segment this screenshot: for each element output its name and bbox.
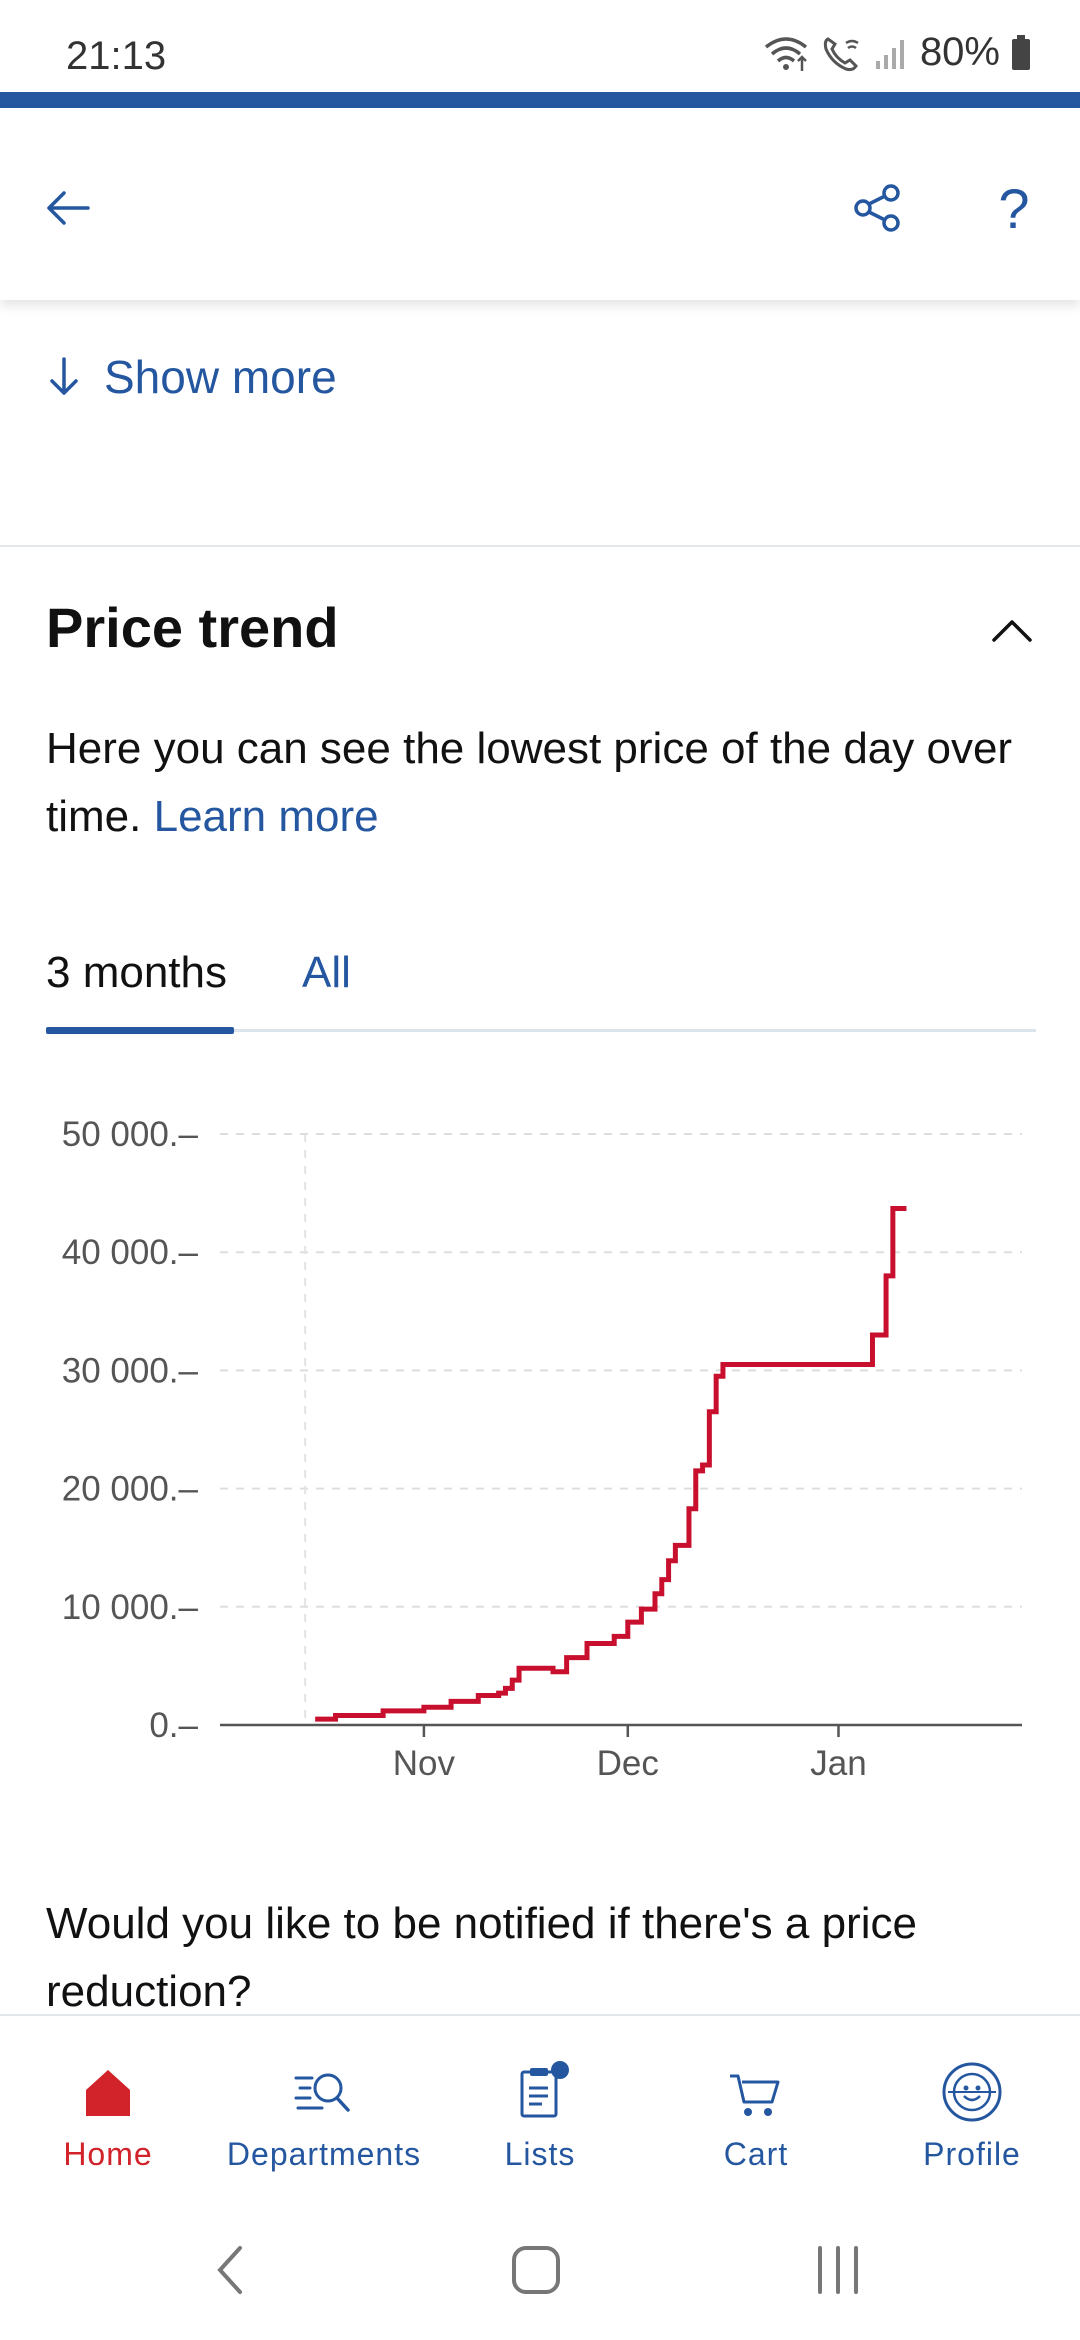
- tab-all[interactable]: All: [302, 948, 351, 997]
- nav-profile-label: Profile: [923, 2136, 1021, 2172]
- back-button[interactable]: [38, 178, 98, 238]
- show-more-button[interactable]: Show more: [46, 350, 337, 404]
- price-alert-prompt: Would you like to be notified if there's…: [46, 1899, 917, 2016]
- top-app-bar: ?: [0, 108, 1080, 300]
- nav-cart-label: Cart: [723, 2136, 789, 2172]
- nav-lists[interactable]: Lists: [432, 2016, 648, 2196]
- battery-percentage: 80%: [919, 30, 1000, 74]
- tab-3-months[interactable]: 3 months: [46, 948, 227, 997]
- arrow-left-icon: [47, 191, 90, 225]
- wifi-call-icon: [823, 36, 859, 71]
- price-trend-chart: 0.– 10 000.– 20 000.– 30 000.– 40 000.– 50 00…: [62, 1115, 1022, 1783]
- arrow-down-icon: [50, 357, 78, 395]
- y-tick-label: 30 000.–: [62, 1351, 199, 1390]
- nav-departments[interactable]: Departments: [216, 2016, 432, 2196]
- y-tick-label: 10 000.–: [62, 1588, 199, 1627]
- nav-cart[interactable]: Cart: [648, 2016, 864, 2196]
- bottom-navigation: Home Departments Lists Cart: [0, 2014, 1080, 2194]
- departments-search-icon: [294, 2073, 350, 2112]
- status-icons: 80%: [762, 30, 1032, 75]
- collapse-section-button[interactable]: [990, 612, 1034, 648]
- price-trend-description: Here you can see the lowest price of the…: [46, 715, 1046, 851]
- share-icon: [854, 184, 900, 232]
- system-home-icon[interactable]: [510, 2244, 562, 2296]
- chevron-up-icon: [992, 620, 1032, 642]
- nav-profile[interactable]: Profile: [864, 2016, 1080, 2196]
- section-divider: [0, 545, 1080, 547]
- learn-more-link[interactable]: Learn more: [153, 792, 379, 841]
- x-tick-label: Nov: [393, 1744, 456, 1783]
- x-tick-label: Jan: [810, 1744, 866, 1783]
- cart-icon: [730, 2074, 780, 2116]
- price-series-line: [315, 1205, 907, 1722]
- nav-departments-label: Departments: [226, 2136, 422, 2172]
- home-icon: [86, 2070, 130, 2116]
- nav-home[interactable]: Home: [0, 2016, 216, 2196]
- system-back-icon[interactable]: [210, 2242, 250, 2298]
- y-tick-label: 40 000.–: [62, 1233, 199, 1272]
- list-icon: [520, 2061, 569, 2118]
- description-text: Here you can see the lowest price of the…: [46, 724, 1013, 841]
- y-tick-label: 20 000.–: [62, 1470, 199, 1509]
- show-more-label: Show more: [104, 351, 337, 403]
- system-navigation-bar: [0, 2194, 1080, 2340]
- tab-selected-indicator: [46, 1027, 234, 1034]
- nav-home-label: Home: [63, 2136, 153, 2172]
- x-tick-label: Dec: [597, 1744, 659, 1783]
- status-bar: 21:13 80%: [0, 0, 1080, 92]
- signal-icon: [875, 39, 904, 69]
- help-button[interactable]: ?: [984, 176, 1044, 240]
- header-accent-line: [0, 92, 1080, 108]
- nav-lists-label: Lists: [504, 2136, 576, 2172]
- system-recents-icon[interactable]: [814, 2244, 862, 2296]
- profile-avatar-icon: [942, 2062, 1002, 2122]
- question-mark-icon: ?: [998, 176, 1030, 240]
- range-tabs: 3 months All: [46, 940, 1036, 1034]
- lists-badge: [551, 2061, 569, 2079]
- share-button[interactable]: [848, 178, 908, 238]
- section-title: Price trend: [46, 596, 339, 659]
- battery-icon: [1012, 34, 1030, 70]
- y-tick-label: 0.–: [149, 1706, 198, 1745]
- y-tick-label: 50 000.–: [62, 1115, 199, 1154]
- status-time: 21:13: [66, 34, 167, 78]
- wifi-icon: [764, 36, 808, 71]
